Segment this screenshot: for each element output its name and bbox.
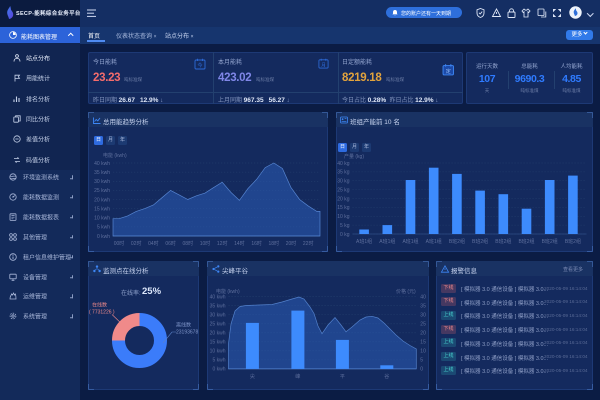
svg-text:A班1组: A班1组: [402, 238, 418, 245]
svg-text:25 kwh: 25 kwh: [94, 188, 110, 194]
svg-text:B班2组: B班2组: [448, 238, 464, 245]
svg-text:35 kg: 35 kg: [337, 170, 349, 176]
svg-text:20 kwh: 20 kwh: [210, 331, 226, 337]
svg-text:10时: 10时: [200, 240, 211, 247]
svg-text:15 kg: 15 kg: [337, 205, 349, 211]
svg-text:02时: 02时: [131, 240, 142, 247]
svg-text:今: 今: [197, 62, 202, 69]
svg-text:18时: 18时: [269, 240, 280, 247]
svg-text:16时: 16时: [251, 240, 262, 247]
svg-text:在线数: 在线数: [92, 302, 107, 309]
svg-text:40 kg: 40 kg: [337, 161, 349, 167]
svg-text:0 kwh: 0 kwh: [97, 234, 110, 240]
svg-text:离线数: 离线数: [176, 322, 191, 329]
svg-text:20: 20: [420, 331, 426, 337]
svg-text:06时: 06时: [165, 240, 176, 247]
svg-text:10 kg: 10 kg: [337, 214, 349, 220]
svg-text:30 kg: 30 kg: [337, 179, 349, 185]
svg-text:08时: 08时: [183, 240, 194, 247]
svg-text:25 kg: 25 kg: [337, 187, 349, 193]
svg-text:( 7731226 ): ( 7731226 ): [89, 310, 115, 316]
svg-text:25: 25: [420, 322, 426, 328]
svg-text:尖: 尖: [250, 373, 255, 380]
svg-text:谷: 谷: [384, 373, 389, 380]
svg-text:30: 30: [420, 313, 426, 319]
svg-text:A班1组: A班1组: [356, 238, 372, 245]
svg-text:10 kwh: 10 kwh: [94, 216, 110, 222]
svg-text:B班2组: B班2组: [541, 238, 557, 245]
svg-text:15 kwh: 15 kwh: [94, 206, 110, 212]
svg-text:35 kwh: 35 kwh: [94, 170, 110, 176]
svg-text:定: 定: [445, 67, 450, 75]
svg-text:峰: 峰: [295, 373, 300, 380]
svg-text:35: 35: [420, 304, 426, 310]
svg-text:B班2组: B班2组: [518, 238, 534, 245]
svg-text:40: 40: [420, 295, 426, 301]
svg-text:25 kwh: 25 kwh: [210, 322, 226, 328]
svg-text:B班2组: B班2组: [495, 238, 511, 245]
svg-text:10 kwh: 10 kwh: [210, 349, 226, 355]
svg-text:20 kg: 20 kg: [337, 196, 349, 202]
svg-text:04时: 04时: [148, 240, 159, 247]
svg-text:5 kg: 5 kg: [340, 223, 350, 229]
svg-text:00时: 00时: [114, 240, 125, 247]
svg-text:0: 0: [420, 367, 423, 373]
svg-text:22时: 22时: [303, 240, 314, 247]
svg-text:30 kwh: 30 kwh: [210, 313, 226, 319]
svg-text:30 kwh: 30 kwh: [94, 179, 110, 185]
svg-text:40 kwh: 40 kwh: [210, 295, 226, 301]
svg-text:平: 平: [340, 374, 345, 380]
svg-text:5 kwh: 5 kwh: [212, 358, 225, 364]
svg-text:B班2组: B班2组: [472, 238, 488, 245]
svg-text:15 kwh: 15 kwh: [210, 340, 226, 346]
svg-text:14时: 14时: [234, 240, 245, 247]
svg-text:20时: 20时: [286, 240, 297, 247]
svg-text:35 kwh: 35 kwh: [210, 304, 226, 310]
svg-text:0 kg: 0 kg: [340, 232, 350, 238]
svg-text:A班1组: A班1组: [379, 238, 395, 245]
svg-text:10: 10: [420, 349, 426, 355]
svg-text:5: 5: [420, 358, 423, 364]
svg-text:20 kwh: 20 kwh: [94, 197, 110, 203]
svg-text:0 kwh: 0 kwh: [212, 367, 225, 373]
svg-text:15: 15: [420, 340, 426, 346]
svg-text:5 kwh: 5 kwh: [97, 225, 110, 231]
svg-text:12时: 12时: [217, 240, 228, 247]
svg-text:月: 月: [321, 62, 326, 68]
svg-text:40 kwh: 40 kwh: [94, 161, 110, 167]
svg-text:A班1组: A班1组: [425, 238, 441, 245]
svg-text:23193678: 23193678: [176, 330, 198, 336]
svg-text:B班2组: B班2组: [564, 238, 580, 245]
